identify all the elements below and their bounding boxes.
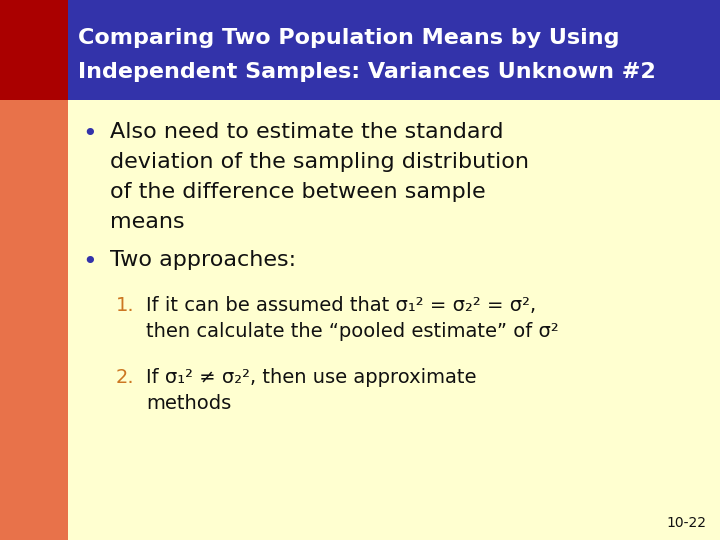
- Text: 2.: 2.: [116, 368, 135, 387]
- Bar: [68, 100, 720, 540]
- Text: •: •: [83, 250, 97, 274]
- Text: Independent Samples: Variances Unknown #2: Independent Samples: Variances Unknown #…: [78, 62, 656, 82]
- Text: •: •: [83, 122, 97, 146]
- Text: means: means: [110, 212, 184, 232]
- Bar: [68, 0, 720, 100]
- Bar: [0, 0, 68, 100]
- Text: Comparing Two Population Means by Using: Comparing Two Population Means by Using: [78, 28, 619, 48]
- Text: of the difference between sample: of the difference between sample: [110, 182, 485, 202]
- Text: deviation of the sampling distribution: deviation of the sampling distribution: [110, 152, 529, 172]
- Bar: [0, 100, 68, 540]
- Text: Two approaches:: Two approaches:: [110, 250, 296, 270]
- Text: Also need to estimate the standard: Also need to estimate the standard: [110, 122, 503, 142]
- Text: 10-22: 10-22: [666, 516, 706, 530]
- Text: 1.: 1.: [116, 296, 135, 315]
- Text: methods: methods: [146, 394, 231, 413]
- Text: If σ₁² ≠ σ₂², then use approximate: If σ₁² ≠ σ₂², then use approximate: [146, 368, 477, 387]
- Text: then calculate the “pooled estimate” of σ²: then calculate the “pooled estimate” of …: [146, 322, 559, 341]
- Text: If it can be assumed that σ₁² = σ₂² = σ²,: If it can be assumed that σ₁² = σ₂² = σ²…: [146, 296, 536, 315]
